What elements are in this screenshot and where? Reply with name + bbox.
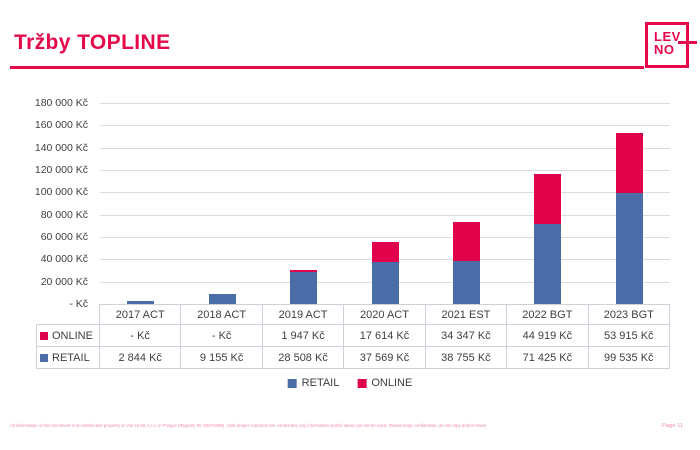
table-cell-online-4: 34 347 Kč — [425, 325, 508, 347]
table-cell-retail-3: 37 569 Kč — [344, 347, 426, 369]
bar-2021-est-retail — [452, 260, 480, 304]
table-header-2021-est: 2021 EST — [425, 304, 508, 325]
table-row-label-retail: RETAIL — [36, 347, 100, 369]
y-axis-label: 160 000 Kč — [34, 119, 88, 132]
retail-legend-swatch — [287, 378, 297, 388]
y-axis-label: 100 000 Kč — [34, 186, 88, 199]
y-axis-label: 140 000 Kč — [34, 141, 88, 154]
table-header-2020-act: 2020 ACT — [344, 304, 426, 325]
footer-disclaimer: All information in this document is an i… — [10, 423, 488, 429]
table-cell-online-5: 44 919 Kč — [507, 325, 589, 347]
y-axis-label: 80 000 Kč — [40, 208, 88, 221]
retail-legend-label: RETAIL — [301, 377, 340, 389]
table-cell-online-2: 1 947 Kč — [262, 325, 345, 347]
y-axis-label: 180 000 Kč — [34, 97, 88, 109]
table-row-label-text: RETAIL — [52, 351, 90, 364]
chart-legend: RETAIL ONLINE — [279, 377, 422, 389]
y-axis-label: 60 000 Kč — [40, 231, 88, 243]
table-row-label-text: ONLINE — [52, 329, 93, 342]
bar-2019-act-retail — [290, 272, 318, 304]
bar-2023-bgt-online — [615, 132, 643, 193]
gridline — [100, 147, 670, 149]
table-header-2017-act: 2017 ACT — [100, 304, 182, 325]
table-cell-retail-2: 28 508 Kč — [262, 347, 345, 369]
bar-2023-bgt-retail — [615, 192, 643, 304]
table-cell-online-0: - Kč — [100, 325, 182, 347]
levno-logo: LEV NO — [645, 22, 697, 68]
table-header-2023-bgt: 2023 BGT — [588, 304, 670, 325]
online-marker-icon — [40, 331, 48, 340]
y-axis-label: 40 000 Kč — [40, 253, 88, 266]
table-cell-online-6: 53 915 Kč — [588, 325, 670, 347]
gridline — [100, 103, 670, 104]
page-title: Tržby TOPLINE — [14, 31, 171, 54]
y-axis-label: 20 000 Kč — [40, 275, 88, 288]
online-legend-label: ONLINE — [371, 377, 413, 389]
table-cell-retail-0: 2 844 Kč — [100, 347, 182, 369]
y-axis-label: - Kč — [69, 298, 88, 310]
bar-2017-act-retail — [127, 300, 155, 304]
online-legend-swatch — [357, 378, 367, 388]
revenue-stacked-bar-chart — [100, 103, 670, 304]
bar-2022-bgt-online — [534, 174, 562, 225]
table-cell-retail-1: 9 155 Kč — [181, 347, 263, 369]
table-corner-blank — [36, 304, 100, 325]
logo-line1: LEV — [654, 29, 681, 44]
gridline — [100, 237, 670, 238]
table-cell-retail-4: 38 755 Kč — [425, 347, 508, 369]
y-axis-label: 120 000 Kč — [34, 164, 88, 176]
levno-logo-text: LEV NO — [654, 30, 681, 56]
y-axis: 180 000 Kč 160 000 Kč 140 000 Kč 120 000 Kč… — [0, 97, 88, 310]
table-header-2018-act: 2018 ACT — [181, 304, 263, 325]
gridline — [100, 214, 670, 216]
table-cell-retail-6: 99 535 Kč — [588, 347, 670, 369]
logo-dash — [678, 41, 697, 44]
gridline — [100, 192, 670, 194]
table-row-label-online: ONLINE — [36, 325, 100, 347]
table-header-2019-act: 2019 ACT — [262, 304, 345, 325]
gridline — [100, 125, 670, 127]
retail-marker-icon — [40, 353, 48, 362]
logo-line2: NO — [654, 42, 675, 57]
gridline — [100, 170, 670, 171]
bar-2021-est-online — [452, 222, 480, 261]
table-cell-online-3: 17 614 Kč — [344, 325, 426, 347]
bar-2022-bgt-retail — [534, 224, 562, 304]
legend-item-retail: RETAIL — [287, 377, 340, 389]
bar-2018-act-retail — [208, 293, 236, 304]
table-header-2022-bgt: 2022 BGT — [507, 304, 589, 325]
data-table: 2017 ACT 2018 ACT 2019 ACT 2020 ACT 2021 EST… — [36, 304, 670, 369]
bar-2020-act-online — [371, 242, 399, 263]
table-cell-retail-5: 71 425 Kč — [507, 347, 589, 369]
bar-2019-act-online — [290, 269, 318, 273]
bar-2020-act-retail — [371, 262, 399, 304]
page-number: Page 11 — [662, 422, 684, 429]
table-cell-online-1: - Kč — [181, 325, 263, 347]
title-underline — [10, 66, 644, 69]
legend-item-online: ONLINE — [357, 377, 412, 389]
